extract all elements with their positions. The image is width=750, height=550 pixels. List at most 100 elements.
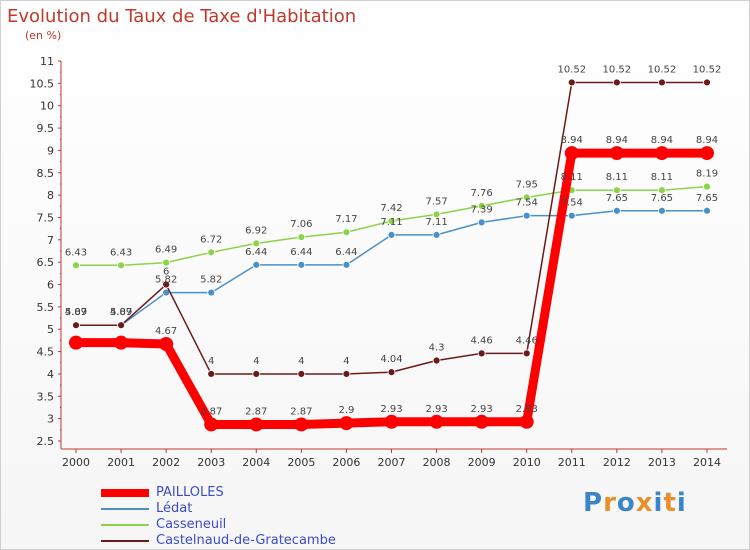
series-point-1 [297,260,306,269]
series-point-0 [339,416,354,431]
data-label-2: 6.72 [200,234,222,245]
data-label-0: 8.94 [561,135,583,146]
logo-letter: t [663,488,677,518]
data-label-1: 7.65 [606,193,628,204]
series-point-3 [162,280,171,289]
proxiti-logo: Proxiti [583,488,687,518]
series-point-1 [432,231,441,239]
series-point-1 [342,260,351,269]
data-label-2: 7.42 [380,203,402,214]
legend: PAILLOLES Lédat Casseneuil Castelnaud-de… [101,485,401,549]
data-label-1: 4.87 [65,307,87,318]
y-tick-label: 8 [47,189,54,202]
data-label-0: 2.87 [200,406,222,417]
data-label-2: 7.57 [425,196,447,207]
series-point-0 [654,146,669,161]
series-point-3 [522,349,531,358]
data-label-2: 7.76 [471,188,493,199]
x-tick-label: 2007 [378,456,406,469]
series-point-0 [700,146,714,161]
data-label-0: 2.87 [290,406,312,417]
data-label-1: 7.11 [425,217,447,228]
series-point-0 [249,417,264,432]
x-tick-label: 2003 [197,456,225,469]
data-label-3: 4 [253,356,259,367]
data-label-1: 5.82 [200,275,222,286]
legend-label-pailloles: PAILLOLES [156,485,224,500]
logo-letter: x [635,488,654,518]
y-tick-label: 5 [47,323,54,336]
x-tick-label: 2006 [332,456,360,469]
data-label-1: 7.54 [516,198,538,209]
legend-swatch-ledat [101,508,149,510]
legend-label-ledat: Lédat [156,501,193,516]
data-label-1: 7.54 [561,198,583,209]
data-label-2: 6.92 [245,225,267,236]
series-point-0 [114,335,129,350]
series-point-2 [703,182,711,191]
y-tick-label: 7 [47,234,54,247]
data-label-3: 10.52 [557,64,586,75]
series-point-1 [612,206,621,215]
x-tick-label: 2002 [152,456,180,469]
series-point-1 [252,260,261,269]
series-point-2 [72,261,80,270]
series-point-3 [612,78,621,87]
data-label-2: 6.43 [65,247,87,258]
legend-swatch-pailloles [101,489,149,497]
y-tick-label: 10 [40,100,54,113]
data-label-3: 4 [343,356,349,367]
data-label-1: 5.82 [155,275,177,286]
y-tick-label: 3 [47,413,54,426]
series-point-1 [207,288,216,297]
series-point-3 [658,78,666,87]
data-label-3: 4.46 [471,335,493,346]
x-tick-label: 2009 [468,456,496,469]
data-label-2: 8.11 [561,172,583,183]
series-point-2 [387,217,396,225]
x-tick-label: 2001 [107,456,135,469]
y-tick-label: 4.5 [37,346,55,359]
series-point-0 [294,417,309,432]
series-point-0 [429,414,444,429]
data-label-0: 8.94 [696,135,718,146]
data-label-1: 4.87 [110,307,132,318]
series-point-2 [162,258,171,267]
series-point-0 [69,335,83,350]
series-point-1 [477,218,486,227]
legend-item-casseneuil: Casseneuil [101,517,401,533]
y-tick-label: 7.5 [37,211,55,224]
data-label-2: 6.43 [110,247,132,258]
y-tick-label: 8.5 [37,167,55,180]
data-label-3: 6 [163,267,169,278]
series-point-3 [342,370,351,378]
logo-letter: r [603,488,617,518]
series-point-0 [609,146,624,161]
series-point-0 [564,146,579,161]
legend-label-castelnaud: Castelnaud-de-Gratecambe [156,533,336,548]
data-label-3: 10.52 [648,64,677,75]
x-tick-label: 2008 [423,456,451,469]
logo-letter: i [653,488,664,518]
series-point-2 [252,239,261,248]
x-tick-label: 2010 [513,456,541,469]
series-point-1 [522,211,531,220]
y-tick-label: 2.5 [37,435,55,448]
series-point-2 [207,248,216,257]
data-label-3: 10.52 [693,64,722,75]
series-point-3 [567,78,576,87]
legend-swatch-castelnaud [101,540,149,542]
data-label-1: 7.39 [471,204,493,215]
data-label-3: 4 [298,356,304,367]
data-label-1: 7.11 [380,217,402,228]
data-label-3: 5.09 [110,307,132,318]
x-tick-label: 2013 [648,456,676,469]
data-label-1: 7.65 [651,193,673,204]
y-tick-label: 6.5 [37,256,55,269]
data-label-3: 4 [208,356,214,367]
chart-unit: (en %) [25,29,62,42]
y-tick-label: 11 [40,55,54,68]
series-point-2 [432,210,441,219]
